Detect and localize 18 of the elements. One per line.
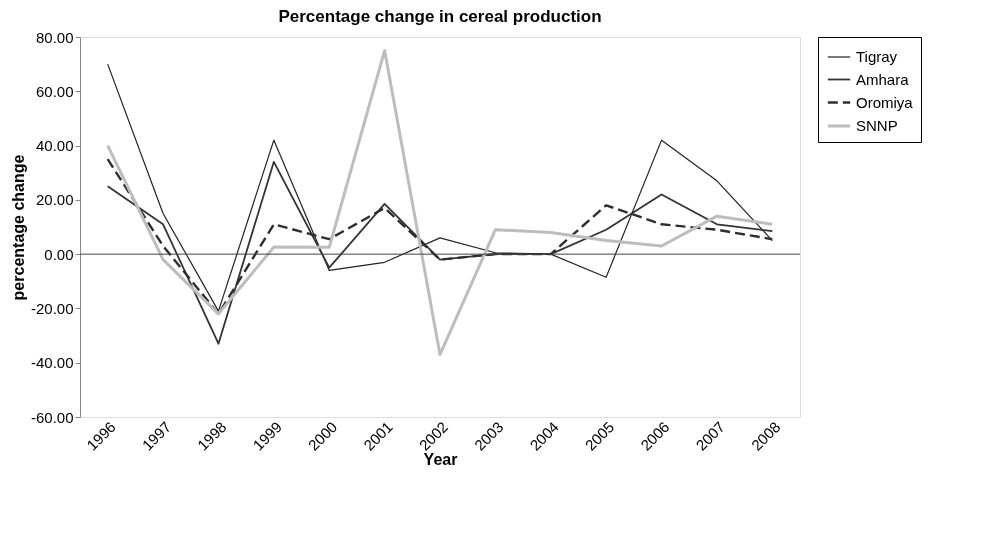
line-series — [106, 160, 774, 345]
y-tick-label: 60.00 — [35, 82, 74, 100]
legend-label: Tigray — [856, 48, 898, 65]
chart-title: Percentage change in cereal production — [278, 7, 602, 26]
y-tick-label: -40.00 — [30, 354, 74, 372]
legend-label: Amhara — [856, 70, 910, 88]
y-axis-title: percentage change — [9, 154, 27, 301]
y-tick-label: 0.00 — [44, 245, 74, 263]
y-tick-label: 20.00 — [35, 191, 74, 209]
y-tick-label: 80.00 — [35, 28, 74, 46]
y-tick-label: -20.00 — [30, 299, 74, 317]
line-series — [106, 49, 774, 357]
line-series — [107, 63, 773, 312]
y-tick-label: -60.00 — [30, 408, 74, 426]
legend-label: SNNP — [856, 117, 898, 134]
y-tick-label: 40.00 — [35, 137, 74, 155]
legend-label: Oromiya — [856, 93, 914, 111]
x-axis-title: Year — [423, 450, 458, 468]
